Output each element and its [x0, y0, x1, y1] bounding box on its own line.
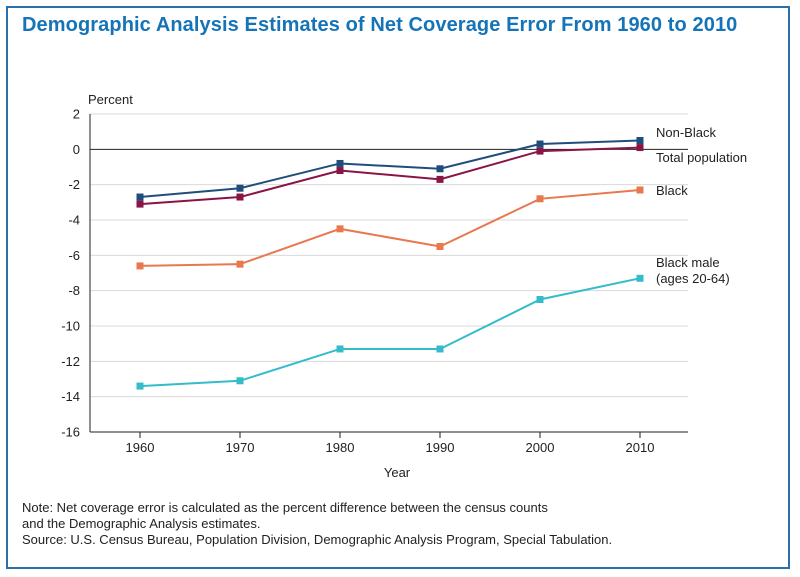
y-tick-label: 2	[73, 107, 80, 122]
note-line-1: Note: Net coverage error is calculated a…	[22, 500, 548, 515]
data-point	[636, 144, 644, 152]
data-point	[236, 377, 244, 385]
data-point	[436, 243, 444, 250]
y-axis-label: Percent	[88, 92, 133, 107]
y-tick-label: -16	[61, 425, 80, 440]
data-point	[336, 225, 344, 233]
data-point	[536, 296, 544, 303]
series-line	[139, 139, 641, 199]
data-point	[436, 165, 444, 173]
note-line-2: and the Demographic Analysis estimates.	[22, 516, 261, 531]
data-point	[436, 345, 444, 353]
data-point	[236, 193, 244, 201]
data-point	[636, 186, 644, 194]
series-labels: Non-Black Total population Black Black male…	[656, 125, 747, 286]
x-tick-label: 1960	[126, 440, 155, 455]
series-label: Black male	[656, 255, 720, 270]
x-tick-label: 1980	[326, 440, 355, 455]
axes: 2 0 -2 -4 -6 -8 -10 -12 -14 -16 1960 1970 1980 1990 20…	[61, 92, 688, 480]
y-tick-label: 0	[73, 142, 80, 157]
footnotes: Note: Net coverage error is calculated a…	[22, 500, 762, 548]
y-tick-label: -2	[68, 177, 80, 192]
data-point	[136, 200, 144, 208]
source-line: Source: U.S. Census Bureau, Population D…	[22, 532, 613, 547]
series-label: Non-Black	[656, 125, 716, 140]
data-point	[536, 195, 544, 203]
data-point	[336, 167, 344, 175]
series-label: (ages 20-64)	[656, 271, 730, 286]
data-point	[536, 147, 544, 155]
data-point	[436, 175, 444, 183]
x-axis-label: Year	[384, 465, 411, 480]
data-point	[136, 382, 144, 390]
y-tick-label: -8	[68, 283, 80, 298]
gridlines	[90, 113, 688, 433]
x-tick-label: 1990	[426, 440, 455, 455]
x-tick-label: 2010	[626, 440, 655, 455]
chart-title: Demographic Analysis Estimates of Net Co…	[22, 14, 738, 36]
series-line	[139, 146, 641, 206]
y-tick-label: -12	[61, 354, 80, 369]
data-point	[636, 274, 644, 282]
series-label: Black	[656, 183, 688, 198]
series-line	[139, 277, 641, 388]
data-point	[136, 193, 144, 201]
data-point	[136, 262, 144, 270]
x-tick-label: 2000	[526, 440, 555, 455]
data-point	[636, 137, 644, 144]
y-tick-label: -6	[68, 248, 80, 263]
y-tick-label: -4	[68, 213, 80, 228]
x-tick-label: 1970	[226, 440, 255, 455]
y-tick-label: -14	[61, 389, 80, 404]
series-label: Total population	[656, 150, 747, 165]
series-line	[139, 188, 641, 267]
chart-frame	[6, 6, 790, 569]
y-tick-label: -10	[61, 319, 80, 334]
series-lines	[136, 137, 644, 390]
data-point	[336, 159, 344, 167]
data-point	[236, 184, 244, 192]
data-point	[536, 140, 544, 148]
data-point	[336, 345, 344, 353]
data-point	[236, 260, 244, 268]
